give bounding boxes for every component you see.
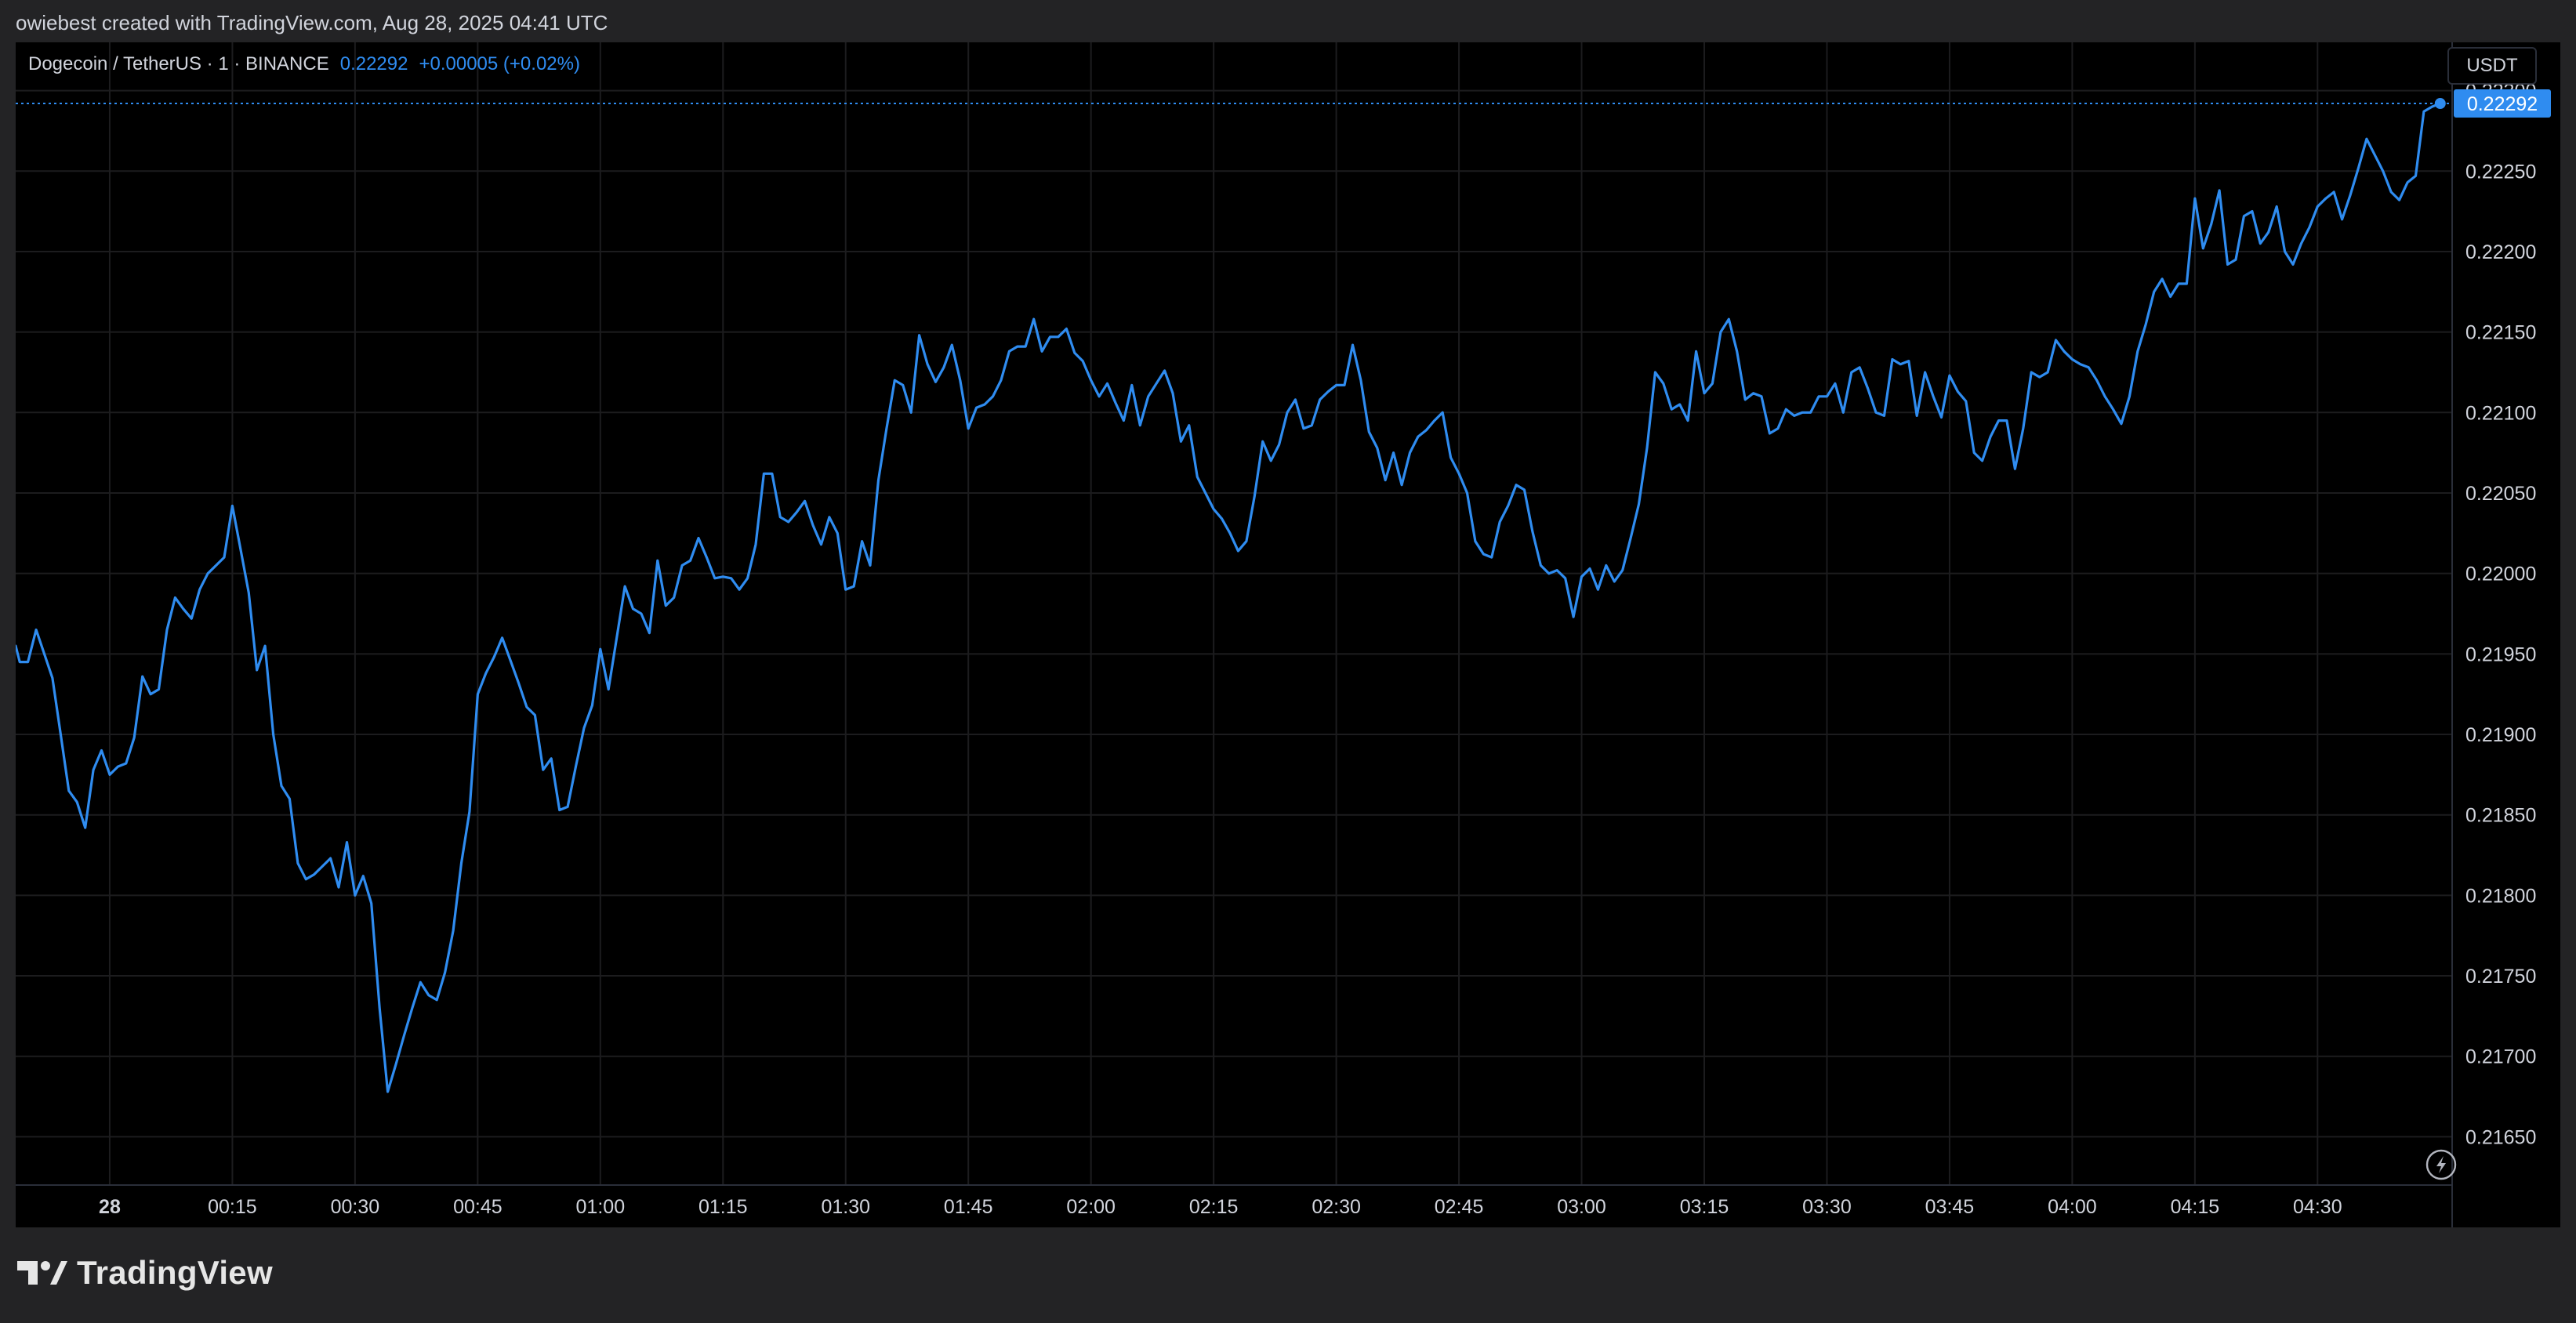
x-tick-label: 03:00 <box>1557 1196 1606 1218</box>
x-tick-label: 03:45 <box>1925 1196 1975 1218</box>
x-tick-label: 03:15 <box>1680 1196 1729 1218</box>
y-tick-label: 0.21650 <box>2465 1126 2536 1148</box>
tradingview-logo-icon <box>17 1261 67 1285</box>
x-tick-label: 01:45 <box>944 1196 993 1218</box>
x-tick-label: 00:30 <box>331 1196 380 1218</box>
last-price-label: 0.22292 <box>2454 89 2551 118</box>
grid-lines <box>16 42 2452 1185</box>
symbol-title[interactable]: Dogecoin / TetherUS · 1 · BINANCE <box>28 53 329 74</box>
x-tick-label: 02:45 <box>1435 1196 1484 1218</box>
y-tick-label: 0.21800 <box>2465 885 2536 907</box>
chart-legend: Dogecoin / TetherUS · 1 · BINANCE 0.2229… <box>28 53 580 75</box>
chart-panel[interactable]: 0.21650 0.21700 0.21750 0.21800 0.21850 0.219… <box>16 42 2560 1227</box>
x-tick-label: 01:15 <box>698 1196 748 1218</box>
tradingview-brand[interactable]: TradingView <box>17 1254 273 1292</box>
x-tick-label: 02:00 <box>1066 1196 1116 1218</box>
currency-button[interactable]: USDT <box>2447 47 2537 85</box>
y-tick-label: 0.22050 <box>2465 483 2536 505</box>
y-tick-label: 0.21700 <box>2465 1046 2536 1068</box>
time-axis[interactable]: 28 00:15 00:30 00:45 01:00 01:15 01:30 01:45 02:… <box>99 1196 2342 1218</box>
y-tick-label: 0.22150 <box>2465 322 2536 344</box>
bolt-icon[interactable] <box>2425 1149 2457 1180</box>
legend-change: +0.00005 (+0.02%) <box>419 53 580 74</box>
y-tick-label: 0.21850 <box>2465 805 2536 827</box>
y-tick-label: 0.21750 <box>2465 966 2536 988</box>
x-tick-label: 04:15 <box>2171 1196 2220 1218</box>
y-tick-label: 0.22100 <box>2465 402 2536 424</box>
y-tick-label: 0.21950 <box>2465 643 2536 665</box>
x-tick-label: 04:00 <box>2048 1196 2097 1218</box>
x-tick-label: 02:15 <box>1189 1196 1239 1218</box>
x-tick-label: 01:00 <box>576 1196 626 1218</box>
x-tick-label: 00:45 <box>453 1196 503 1218</box>
legend-price: 0.22292 <box>339 53 408 74</box>
last-price-point <box>2434 98 2446 110</box>
chart-attribution: owiebest created with TradingView.com, A… <box>16 11 608 34</box>
price-chart[interactable]: 0.21650 0.21700 0.21750 0.21800 0.21850 0.219… <box>16 42 2560 1227</box>
x-tick-label: 02:30 <box>1312 1196 1361 1218</box>
x-tick-label: 00:15 <box>208 1196 257 1218</box>
brand-name: TradingView <box>77 1254 273 1291</box>
x-tick-label: 04:30 <box>2293 1196 2342 1218</box>
x-tick-label: 28 <box>99 1196 121 1218</box>
y-tick-label: 0.22250 <box>2465 161 2536 183</box>
footer-bar <box>0 1227 2576 1323</box>
last-price-text: 0.22292 <box>2467 93 2538 115</box>
price-axis[interactable]: 0.21650 0.21700 0.21750 0.21800 0.21850 0.219… <box>2465 81 2536 1149</box>
y-tick-label: 0.21900 <box>2465 724 2536 746</box>
y-tick-label: 0.22200 <box>2465 241 2536 263</box>
y-tick-label: 0.22000 <box>2465 564 2536 585</box>
series-line-dogeusdt <box>16 102 2442 1093</box>
x-tick-label: 03:30 <box>1802 1196 1852 1218</box>
x-tick-label: 01:30 <box>821 1196 870 1218</box>
